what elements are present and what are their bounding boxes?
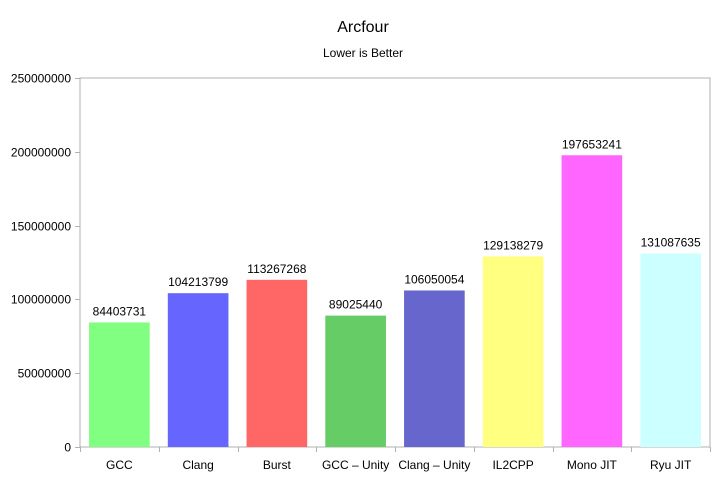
bar: [640, 253, 701, 447]
x-tick-label: IL2CPP: [492, 458, 533, 472]
data-label: 89025440: [329, 298, 383, 312]
x-tick-label: GCC – Unity: [322, 458, 389, 472]
x-tick-label: Ryu JIT: [650, 458, 692, 472]
y-tick-label: 150000000: [11, 220, 71, 234]
bar: [89, 322, 150, 447]
data-label: 131087635: [641, 236, 701, 250]
bar: [246, 279, 308, 447]
bar: [561, 155, 623, 448]
x-tick-label: GCC: [106, 458, 133, 472]
data-label: 113267268: [247, 262, 307, 276]
y-tick-label: 50000000: [18, 367, 72, 381]
x-tick-label: Clang – Unity: [398, 458, 470, 472]
data-label: 197653241: [562, 137, 622, 151]
data-label: 104213799: [168, 275, 228, 289]
chart-title: Arcfour: [337, 19, 389, 36]
data-label: 84403731: [93, 304, 147, 318]
y-tick-label: 100000000: [11, 293, 71, 307]
bars: 84403731 104213799 113267268 89025440 106050…: [89, 137, 701, 448]
chart-subtitle: Lower is Better: [322, 46, 404, 60]
data-label: 106050054: [404, 272, 464, 286]
y-tick-label: 200000000: [11, 146, 71, 160]
x-tick-label: Clang: [182, 458, 213, 472]
bar: [325, 315, 386, 447]
y-tick-label: 0: [64, 441, 71, 455]
bar: [482, 256, 544, 447]
bar: [167, 293, 229, 447]
data-label: 129138279: [483, 238, 543, 252]
x-tick-label: Mono JIT: [567, 458, 618, 472]
y-tick-label: 250000000: [11, 72, 71, 86]
x-axis: GCC Clang Burst GCC – Unity Clang – Unity IL2…: [80, 447, 711, 472]
x-tick-label: Burst: [263, 458, 292, 472]
bar: [404, 290, 465, 447]
